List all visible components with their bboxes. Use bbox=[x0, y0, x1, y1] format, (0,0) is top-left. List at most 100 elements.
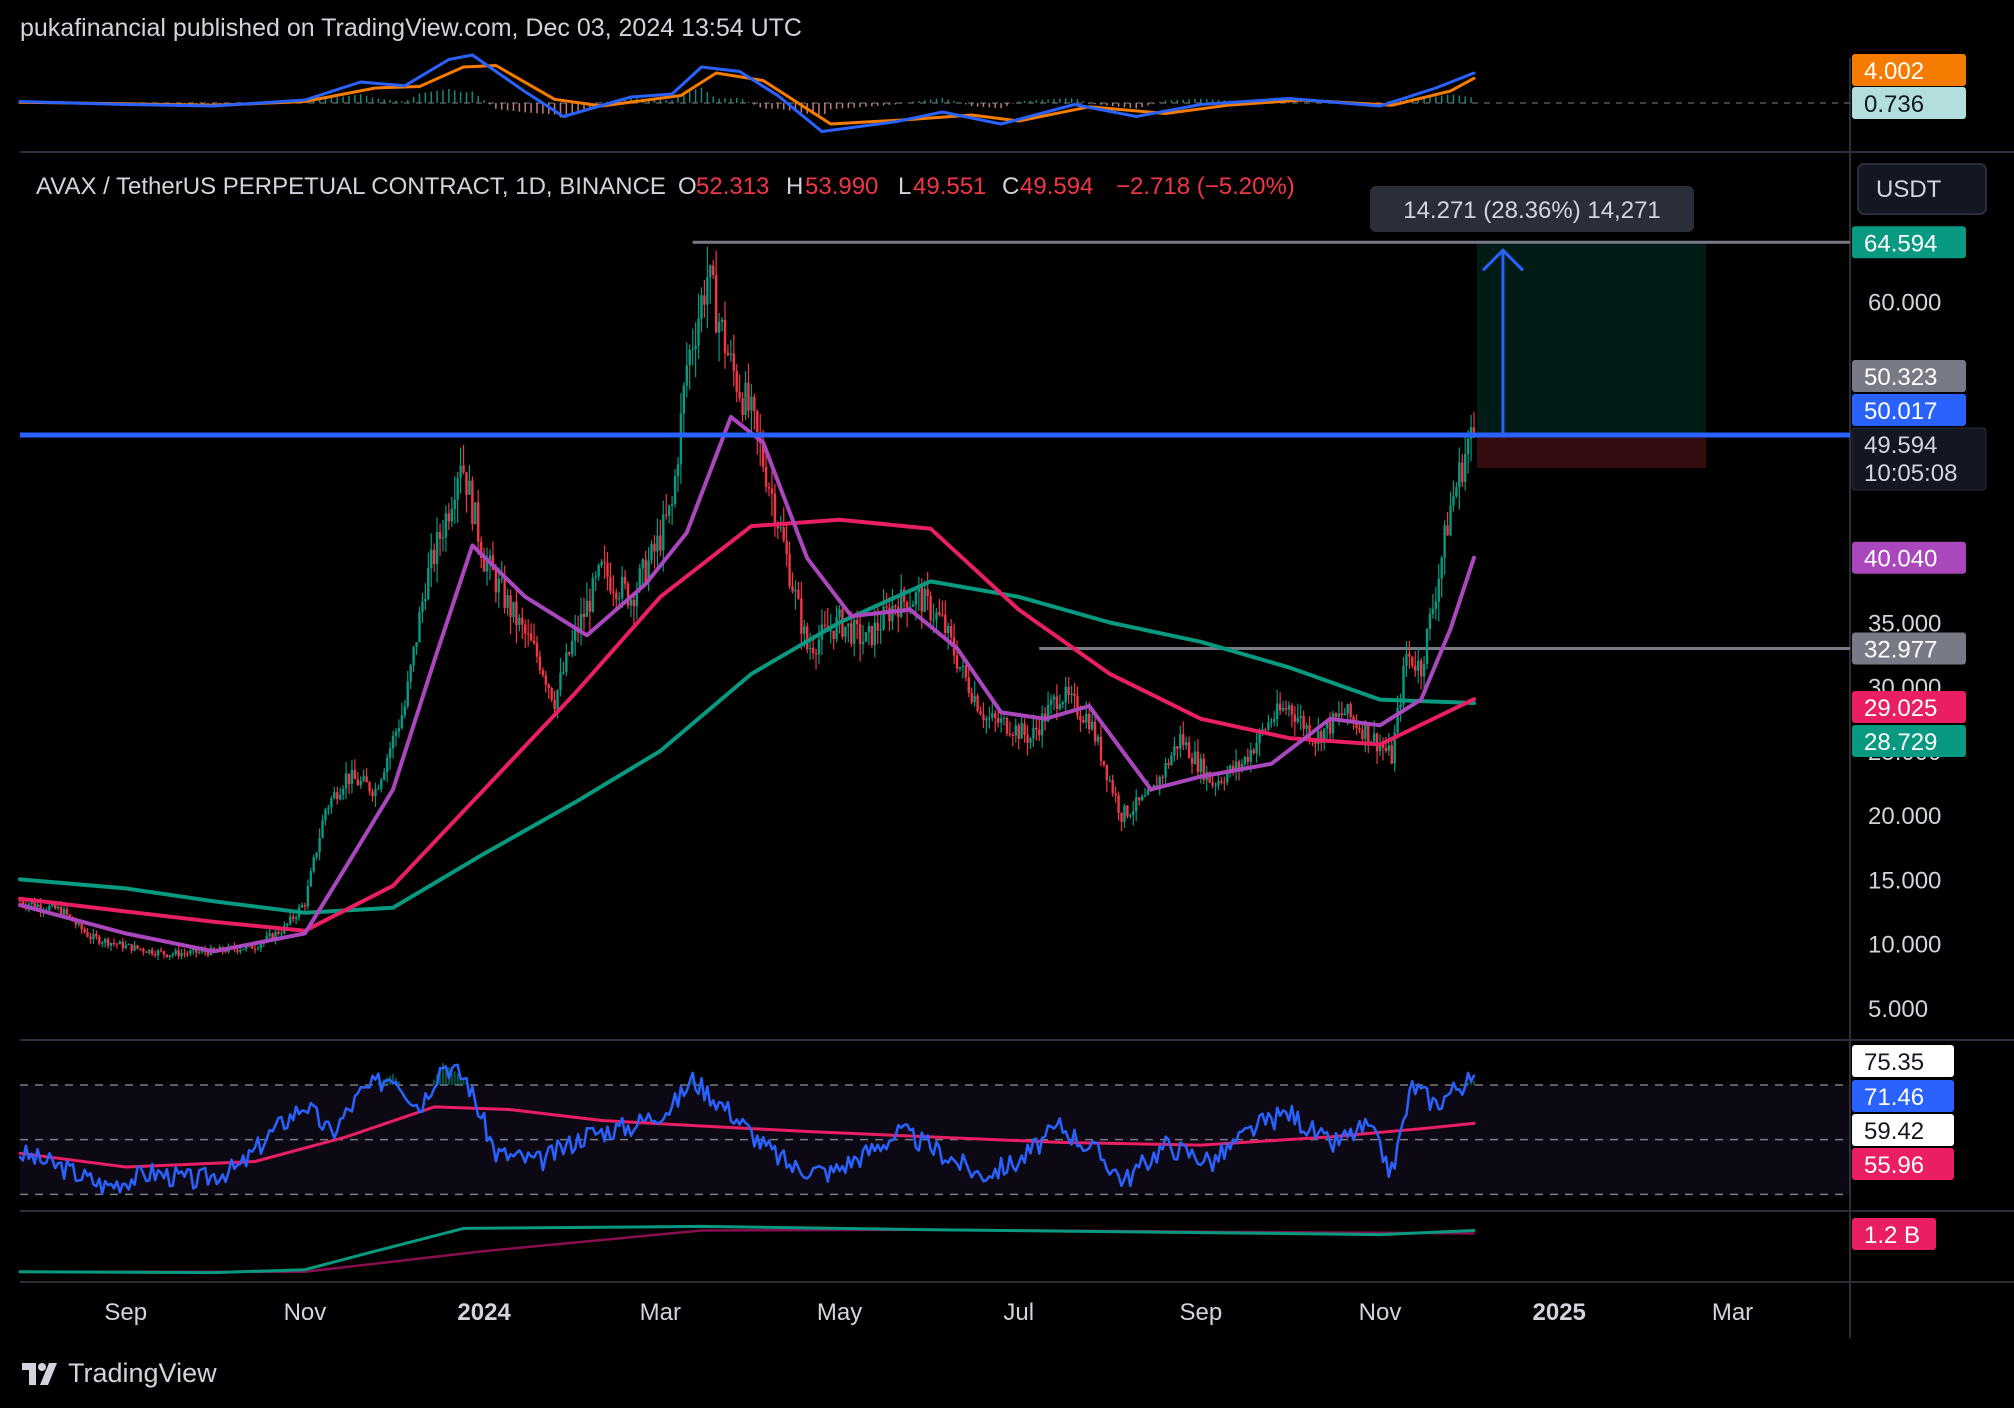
candle-body bbox=[397, 728, 401, 732]
candle-body bbox=[39, 904, 42, 911]
candle-body bbox=[553, 699, 556, 710]
candle-body bbox=[1343, 713, 1346, 716]
rsi-tag: 59.42 bbox=[1852, 1114, 1954, 1146]
candle-body bbox=[353, 770, 357, 780]
candle-body bbox=[148, 949, 151, 953]
price-tag-label: 29.025 bbox=[1864, 695, 1937, 722]
candle-body bbox=[723, 319, 727, 353]
candle-body bbox=[300, 905, 304, 908]
candle-body bbox=[688, 349, 691, 366]
candle-body bbox=[186, 953, 189, 955]
candle-body bbox=[418, 612, 421, 643]
footer-brand[interactable]: TradingView bbox=[20, 1358, 217, 1389]
candle-body bbox=[62, 909, 66, 915]
price-tag-label: 28.729 bbox=[1864, 729, 1937, 756]
candle-body bbox=[256, 948, 260, 950]
candle-body bbox=[544, 675, 547, 685]
candle-body bbox=[318, 837, 321, 853]
candle-body bbox=[615, 592, 618, 600]
candle-body bbox=[844, 626, 847, 637]
candle-body bbox=[1378, 744, 1382, 752]
position-stop-zone[interactable] bbox=[1476, 434, 1707, 468]
candle-body bbox=[374, 788, 377, 797]
candle-body bbox=[356, 779, 360, 786]
candle-body bbox=[1449, 505, 1452, 536]
candle-body bbox=[485, 561, 489, 572]
candle-body bbox=[459, 465, 462, 478]
candle-body bbox=[1038, 729, 1041, 736]
candle-body bbox=[547, 684, 550, 689]
candle-body bbox=[1464, 454, 1467, 483]
candle-body bbox=[964, 665, 968, 678]
candle-body bbox=[65, 909, 69, 915]
arrow-up-icon bbox=[1481, 248, 1525, 272]
candle-body bbox=[474, 502, 477, 525]
candle-body bbox=[565, 652, 568, 673]
candle-body bbox=[112, 942, 116, 944]
obv-tag-label: 1.2 B bbox=[1864, 1222, 1920, 1249]
candle-body bbox=[1246, 757, 1250, 762]
tradingview-logo-icon bbox=[22, 1362, 57, 1385]
candle-body bbox=[656, 535, 659, 552]
candle-body bbox=[1261, 729, 1264, 731]
candle-body bbox=[741, 398, 744, 416]
price-tag-bg bbox=[1852, 226, 1966, 259]
candle-body bbox=[1284, 708, 1288, 710]
candle-body bbox=[885, 606, 888, 608]
candle-body bbox=[750, 396, 753, 411]
candle-body bbox=[1425, 628, 1429, 665]
ma-mid-line bbox=[18, 517, 1476, 933]
candle-body bbox=[1361, 729, 1364, 740]
candle-body bbox=[811, 647, 815, 654]
candle-body bbox=[1252, 749, 1255, 754]
price-tag: 40.040 bbox=[1852, 541, 1966, 574]
candle-body bbox=[1455, 487, 1458, 497]
time-axis[interactable]: Sep Nov 2024 Mar May Jul Sep Nov 2025 Mar bbox=[104, 1299, 1753, 1326]
price-tag-label: 50.323 bbox=[1864, 364, 1937, 391]
rsi-tag-bg bbox=[1852, 1114, 1954, 1146]
candle-body bbox=[1381, 744, 1385, 748]
candle-body bbox=[127, 944, 130, 946]
currency-button[interactable]: USDT bbox=[1857, 163, 1987, 215]
candle-body bbox=[1334, 713, 1338, 717]
candle-body bbox=[98, 936, 101, 944]
candle-body bbox=[1026, 734, 1029, 743]
candle-body bbox=[330, 798, 333, 808]
candle-body bbox=[653, 543, 656, 552]
candle-body bbox=[21, 901, 25, 905]
candle-body bbox=[1299, 715, 1302, 718]
candle-body bbox=[806, 626, 809, 650]
candle-body bbox=[518, 617, 521, 626]
macd-tag-bg bbox=[1852, 87, 1966, 119]
last-price-countdown: 10:05:08 bbox=[1864, 460, 1957, 487]
candle-body bbox=[1020, 723, 1023, 739]
candle-body bbox=[239, 950, 242, 952]
time-tick-label: May bbox=[817, 1299, 862, 1326]
candle-body bbox=[344, 773, 348, 789]
candle-body bbox=[732, 353, 735, 371]
candle-body bbox=[1387, 745, 1391, 751]
candle-body bbox=[1325, 721, 1329, 729]
candle-body bbox=[250, 943, 254, 949]
candle-body bbox=[1243, 757, 1247, 764]
candle-body bbox=[1014, 725, 1017, 736]
price-pane[interactable]: 14.271 (28.36%) 14,271 5.000 10.000 15.000 2… bbox=[18, 186, 1942, 1023]
price-scale-tags: USDT4.0020.73664.59450.32350.01747.03040… bbox=[1851, 54, 1987, 1250]
last-price-value: 49.594 bbox=[1864, 432, 1937, 459]
candle-body bbox=[494, 570, 498, 593]
candle-body bbox=[902, 589, 906, 602]
candle-body bbox=[882, 606, 885, 630]
candle-body bbox=[941, 614, 944, 616]
candles bbox=[18, 246, 1476, 960]
currency-button-bg[interactable] bbox=[1857, 163, 1987, 215]
candle-body bbox=[535, 643, 539, 657]
position-profit-zone[interactable] bbox=[1476, 242, 1707, 435]
candle-body bbox=[970, 692, 973, 703]
candle-body bbox=[700, 295, 703, 319]
candle-body bbox=[1461, 462, 1464, 483]
candle-body bbox=[206, 952, 210, 956]
candle-body bbox=[1240, 763, 1244, 769]
candle-body bbox=[1017, 725, 1020, 739]
candle-body bbox=[691, 349, 694, 351]
